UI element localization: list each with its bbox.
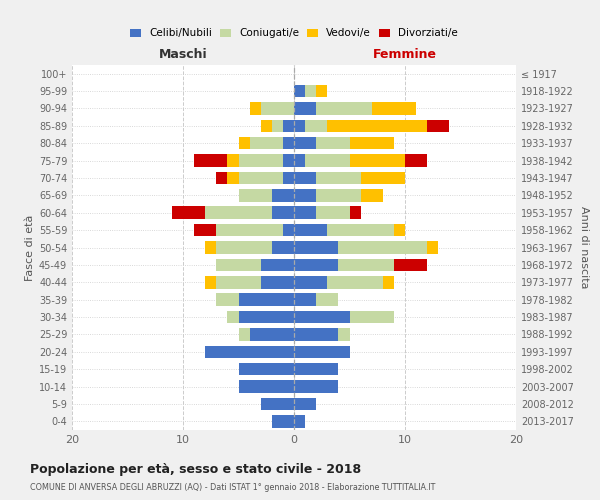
Bar — [349, 137, 394, 149]
Bar — [316, 172, 361, 184]
Bar — [394, 224, 405, 236]
Bar — [250, 102, 260, 115]
Bar — [227, 154, 239, 167]
Bar — [194, 224, 216, 236]
Bar — [283, 137, 294, 149]
Bar — [328, 120, 427, 132]
Bar — [205, 276, 216, 288]
Bar — [294, 172, 316, 184]
Bar — [294, 398, 316, 410]
Bar — [205, 241, 216, 254]
Bar — [338, 328, 349, 340]
Bar — [294, 415, 305, 428]
Bar — [272, 120, 283, 132]
Bar — [217, 241, 272, 254]
Bar — [216, 172, 227, 184]
Bar — [316, 206, 349, 219]
Bar — [239, 189, 272, 202]
Bar — [305, 120, 328, 132]
Bar — [260, 120, 272, 132]
Bar — [294, 363, 338, 376]
Bar — [239, 294, 294, 306]
Bar — [260, 276, 294, 288]
Bar — [383, 276, 394, 288]
Text: COMUNE DI ANVERSA DEGLI ABRUZZI (AQ) - Dati ISTAT 1° gennaio 2018 - Elaborazione: COMUNE DI ANVERSA DEGLI ABRUZZI (AQ) - D… — [30, 482, 436, 492]
Bar — [294, 206, 316, 219]
Bar — [338, 241, 427, 254]
Bar — [260, 102, 294, 115]
Bar — [394, 258, 427, 271]
Bar — [349, 311, 394, 324]
Bar — [294, 85, 305, 98]
Bar — [294, 258, 338, 271]
Bar — [316, 189, 361, 202]
Bar — [194, 154, 227, 167]
Bar — [294, 311, 349, 324]
Bar — [283, 154, 294, 167]
Bar — [216, 276, 260, 288]
Bar — [294, 189, 316, 202]
Text: Femmine: Femmine — [373, 48, 437, 62]
Bar — [239, 137, 250, 149]
Bar — [283, 224, 294, 236]
Bar — [238, 172, 283, 184]
Bar — [272, 189, 294, 202]
Bar — [216, 224, 283, 236]
Bar — [283, 172, 294, 184]
Bar — [227, 311, 239, 324]
Bar — [227, 172, 239, 184]
Bar — [250, 137, 283, 149]
Bar — [294, 224, 328, 236]
Bar — [294, 120, 305, 132]
Bar — [338, 258, 394, 271]
Bar — [239, 328, 250, 340]
Bar — [172, 206, 205, 219]
Bar — [294, 276, 328, 288]
Bar — [239, 380, 294, 393]
Bar — [361, 189, 383, 202]
Bar — [316, 85, 328, 98]
Bar — [294, 328, 338, 340]
Bar — [294, 380, 338, 393]
Bar — [427, 241, 439, 254]
Bar — [260, 398, 294, 410]
Bar — [294, 102, 316, 115]
Text: Maschi: Maschi — [158, 48, 208, 62]
Bar — [250, 328, 294, 340]
Bar — [238, 154, 283, 167]
Bar — [239, 363, 294, 376]
Bar — [216, 258, 260, 271]
Legend: Celibi/Nubili, Coniugati/e, Vedovi/e, Divorziati/e: Celibi/Nubili, Coniugati/e, Vedovi/e, Di… — [128, 26, 460, 40]
Bar — [272, 415, 294, 428]
Bar — [361, 172, 405, 184]
Bar — [305, 85, 316, 98]
Bar — [294, 346, 349, 358]
Y-axis label: Anni di nascita: Anni di nascita — [579, 206, 589, 289]
Bar — [260, 258, 294, 271]
Bar — [283, 120, 294, 132]
Bar — [272, 206, 294, 219]
Bar — [294, 294, 316, 306]
Bar — [405, 154, 427, 167]
Bar — [217, 294, 239, 306]
Bar — [427, 120, 449, 132]
Bar — [328, 276, 383, 288]
Text: Popolazione per età, sesso e stato civile - 2018: Popolazione per età, sesso e stato civil… — [30, 462, 361, 475]
Bar — [239, 311, 294, 324]
Bar — [305, 154, 349, 167]
Bar — [294, 137, 316, 149]
Y-axis label: Fasce di età: Fasce di età — [25, 214, 35, 280]
Bar — [316, 294, 338, 306]
Bar — [328, 224, 394, 236]
Bar — [349, 154, 405, 167]
Bar — [316, 137, 349, 149]
Bar — [205, 346, 294, 358]
Bar — [294, 154, 305, 167]
Bar — [294, 241, 338, 254]
Bar — [316, 102, 372, 115]
Bar — [349, 206, 361, 219]
Bar — [272, 241, 294, 254]
Bar — [372, 102, 416, 115]
Bar — [205, 206, 272, 219]
